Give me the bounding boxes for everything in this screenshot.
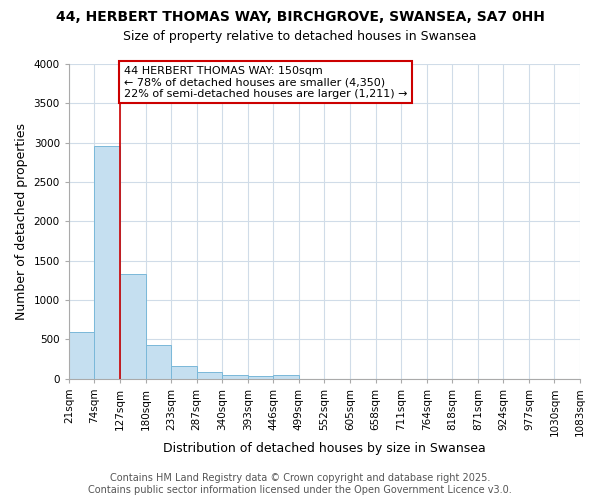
Text: 44, HERBERT THOMAS WAY, BIRCHGROVE, SWANSEA, SA7 0HH: 44, HERBERT THOMAS WAY, BIRCHGROVE, SWAN… [56, 10, 544, 24]
X-axis label: Distribution of detached houses by size in Swansea: Distribution of detached houses by size … [163, 442, 486, 455]
Bar [248, 376, 273, 379]
Bar [120, 274, 146, 379]
Text: 44 HERBERT THOMAS WAY: 150sqm
← 78% of detached houses are smaller (4,350)
22% o: 44 HERBERT THOMAS WAY: 150sqm ← 78% of d… [124, 66, 407, 99]
Bar [69, 332, 94, 379]
Bar [222, 375, 248, 379]
Y-axis label: Number of detached properties: Number of detached properties [15, 123, 28, 320]
Bar [273, 375, 299, 379]
Bar [94, 146, 120, 379]
Bar [197, 372, 222, 379]
Bar [146, 345, 171, 379]
Text: Contains HM Land Registry data © Crown copyright and database right 2025.
Contai: Contains HM Land Registry data © Crown c… [88, 474, 512, 495]
Text: Size of property relative to detached houses in Swansea: Size of property relative to detached ho… [123, 30, 477, 43]
Bar [171, 366, 197, 379]
